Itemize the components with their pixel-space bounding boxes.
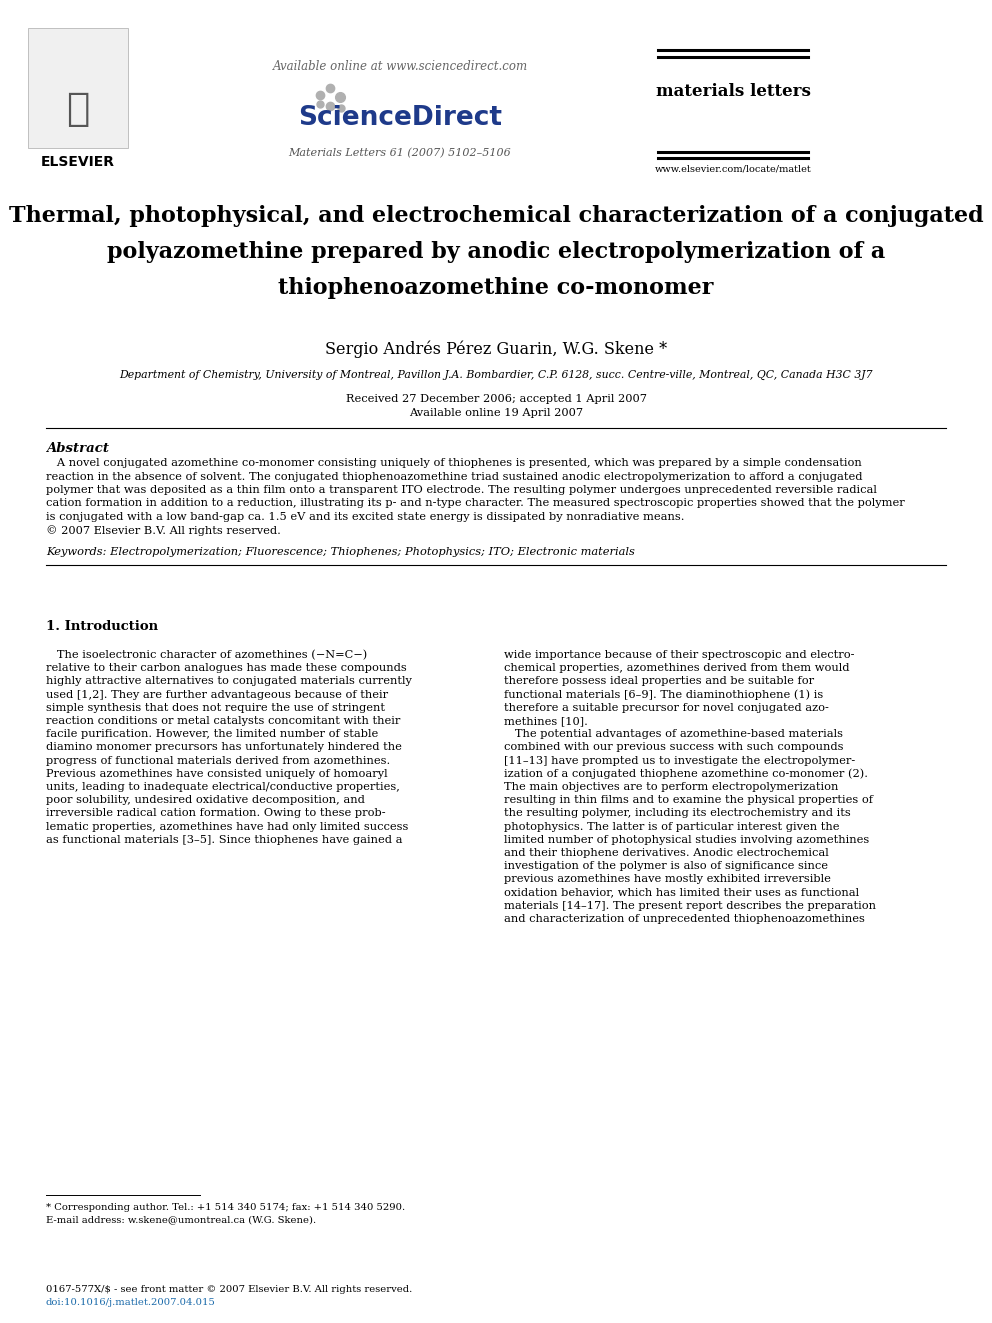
Text: The potential advantages of azomethine-based materials: The potential advantages of azomethine-b… xyxy=(504,729,843,740)
Text: Department of Chemistry, University of Montreal, Pavillon J.A. Bombardier, C.P. : Department of Chemistry, University of M… xyxy=(119,370,873,380)
Text: the resulting polymer, including its electrochemistry and its: the resulting polymer, including its ele… xyxy=(504,808,851,819)
Text: diamino monomer precursors has unfortunately hindered the: diamino monomer precursors has unfortuna… xyxy=(46,742,402,753)
Text: [11–13] have prompted us to investigate the electropolymer-: [11–13] have prompted us to investigate … xyxy=(504,755,855,766)
Text: simple synthesis that does not require the use of stringent: simple synthesis that does not require t… xyxy=(46,703,385,713)
Text: chemical properties, azomethines derived from them would: chemical properties, azomethines derived… xyxy=(504,663,849,673)
Text: functional materials [6–9]. The diaminothiophene (1) is: functional materials [6–9]. The diaminot… xyxy=(504,689,823,700)
Text: © 2007 Elsevier B.V. All rights reserved.: © 2007 Elsevier B.V. All rights reserved… xyxy=(46,525,281,536)
Text: facile purification. However, the limited number of stable: facile purification. However, the limite… xyxy=(46,729,378,740)
Text: Keywords: Electropolymerization; Fluorescence; Thiophenes; Photophysics; ITO; El: Keywords: Electropolymerization; Fluores… xyxy=(46,546,635,557)
Text: Available online at www.sciencedirect.com: Available online at www.sciencedirect.co… xyxy=(273,60,528,73)
Text: materials letters: materials letters xyxy=(656,83,810,101)
Text: poor solubility, undesired oxidative decomposition, and: poor solubility, undesired oxidative dec… xyxy=(46,795,365,806)
Text: reaction in the absence of solvent. The conjugated thiophenoazomethine triad sus: reaction in the absence of solvent. The … xyxy=(46,471,862,482)
Text: photophysics. The latter is of particular interest given the: photophysics. The latter is of particula… xyxy=(504,822,839,832)
Text: progress of functional materials derived from azomethines.: progress of functional materials derived… xyxy=(46,755,390,766)
Text: lematic properties, azomethines have had only limited success: lematic properties, azomethines have had… xyxy=(46,822,409,832)
Text: * Corresponding author. Tel.: +1 514 340 5174; fax: +1 514 340 5290.: * Corresponding author. Tel.: +1 514 340… xyxy=(46,1203,405,1212)
Text: wide importance because of their spectroscopic and electro-: wide importance because of their spectro… xyxy=(504,650,854,660)
Text: limited number of photophysical studies involving azomethines: limited number of photophysical studies … xyxy=(504,835,869,845)
Text: used [1,2]. They are further advantageous because of their: used [1,2]. They are further advantageou… xyxy=(46,689,388,700)
Text: ization of a conjugated thiophene azomethine co-monomer (2).: ization of a conjugated thiophene azomet… xyxy=(504,769,868,779)
Text: www.elsevier.com/locate/matlet: www.elsevier.com/locate/matlet xyxy=(655,165,811,175)
Text: combined with our previous success with such compounds: combined with our previous success with … xyxy=(504,742,843,753)
Text: units, leading to inadequate electrical/conductive properties,: units, leading to inadequate electrical/… xyxy=(46,782,400,792)
Text: oxidation behavior, which has limited their uses as functional: oxidation behavior, which has limited th… xyxy=(504,888,859,897)
Text: thiophenoazomethine co-monomer: thiophenoazomethine co-monomer xyxy=(279,277,713,299)
Text: methines [10].: methines [10]. xyxy=(504,716,588,726)
Text: Received 27 December 2006; accepted 1 April 2007: Received 27 December 2006; accepted 1 Ap… xyxy=(345,394,647,404)
Text: reaction conditions or metal catalysts concomitant with their: reaction conditions or metal catalysts c… xyxy=(46,716,401,726)
Text: and their thiophene derivatives. Anodic electrochemical: and their thiophene derivatives. Anodic … xyxy=(504,848,828,859)
Text: The main objectives are to perform electropolymerization: The main objectives are to perform elect… xyxy=(504,782,838,792)
Text: irreversible radical cation formation. Owing to these prob-: irreversible radical cation formation. O… xyxy=(46,808,386,819)
Text: Abstract: Abstract xyxy=(46,442,109,455)
Text: and characterization of unprecedented thiophenoazomethines: and characterization of unprecedented th… xyxy=(504,914,865,923)
Text: Thermal, photophysical, and electrochemical characterization of a conjugated: Thermal, photophysical, and electrochemi… xyxy=(9,205,983,228)
Text: ELSEVIER: ELSEVIER xyxy=(41,155,115,169)
Text: materials [14–17]. The present report describes the preparation: materials [14–17]. The present report de… xyxy=(504,901,876,910)
Text: E-mail address: w.skene@umontreal.ca (W.G. Skene).: E-mail address: w.skene@umontreal.ca (W.… xyxy=(46,1215,316,1224)
Text: cation formation in addition to a reduction, illustrating its p- and n-type char: cation formation in addition to a reduct… xyxy=(46,499,905,508)
Text: The isoelectronic character of azomethines (−N=C−): The isoelectronic character of azomethin… xyxy=(46,650,367,660)
Text: previous azomethines have mostly exhibited irreversible: previous azomethines have mostly exhibit… xyxy=(504,875,831,884)
Text: Previous azomethines have consisted uniquely of homoaryl: Previous azomethines have consisted uniq… xyxy=(46,769,388,779)
Text: Sergio Andrés Pérez Guarin, W.G. Skene *: Sergio Andrés Pérez Guarin, W.G. Skene * xyxy=(325,340,667,357)
Text: 🌳: 🌳 xyxy=(66,90,89,128)
Text: therefore a suitable precursor for novel conjugated azo-: therefore a suitable precursor for novel… xyxy=(504,703,829,713)
Text: Materials Letters 61 (2007) 5102–5106: Materials Letters 61 (2007) 5102–5106 xyxy=(289,148,511,159)
Text: A novel conjugated azomethine co-monomer consisting uniquely of thiophenes is pr: A novel conjugated azomethine co-monomer… xyxy=(46,458,862,468)
Text: 1. Introduction: 1. Introduction xyxy=(46,620,158,632)
Text: relative to their carbon analogues has made these compounds: relative to their carbon analogues has m… xyxy=(46,663,407,673)
Text: is conjugated with a low band-gap ca. 1.5 eV and its excited state energy is dis: is conjugated with a low band-gap ca. 1.… xyxy=(46,512,684,523)
Text: 0167-577X/$ - see front matter © 2007 Elsevier B.V. All rights reserved.: 0167-577X/$ - see front matter © 2007 El… xyxy=(46,1285,413,1294)
Text: ScienceDirect: ScienceDirect xyxy=(298,105,502,131)
Text: as functional materials [3–5]. Since thiophenes have gained a: as functional materials [3–5]. Since thi… xyxy=(46,835,403,845)
Text: resulting in thin films and to examine the physical properties of: resulting in thin films and to examine t… xyxy=(504,795,873,806)
Text: Available online 19 April 2007: Available online 19 April 2007 xyxy=(409,407,583,418)
Text: polyazomethine prepared by anodic electropolymerization of a: polyazomethine prepared by anodic electr… xyxy=(107,241,885,263)
Text: investigation of the polymer is also of significance since: investigation of the polymer is also of … xyxy=(504,861,828,872)
Text: polymer that was deposited as a thin film onto a transparent ITO electrode. The : polymer that was deposited as a thin fil… xyxy=(46,486,877,495)
Text: doi:10.1016/j.matlet.2007.04.015: doi:10.1016/j.matlet.2007.04.015 xyxy=(46,1298,216,1307)
Text: highly attractive alternatives to conjugated materials currently: highly attractive alternatives to conjug… xyxy=(46,676,412,687)
FancyBboxPatch shape xyxy=(28,28,128,148)
Text: therefore possess ideal properties and be suitable for: therefore possess ideal properties and b… xyxy=(504,676,814,687)
